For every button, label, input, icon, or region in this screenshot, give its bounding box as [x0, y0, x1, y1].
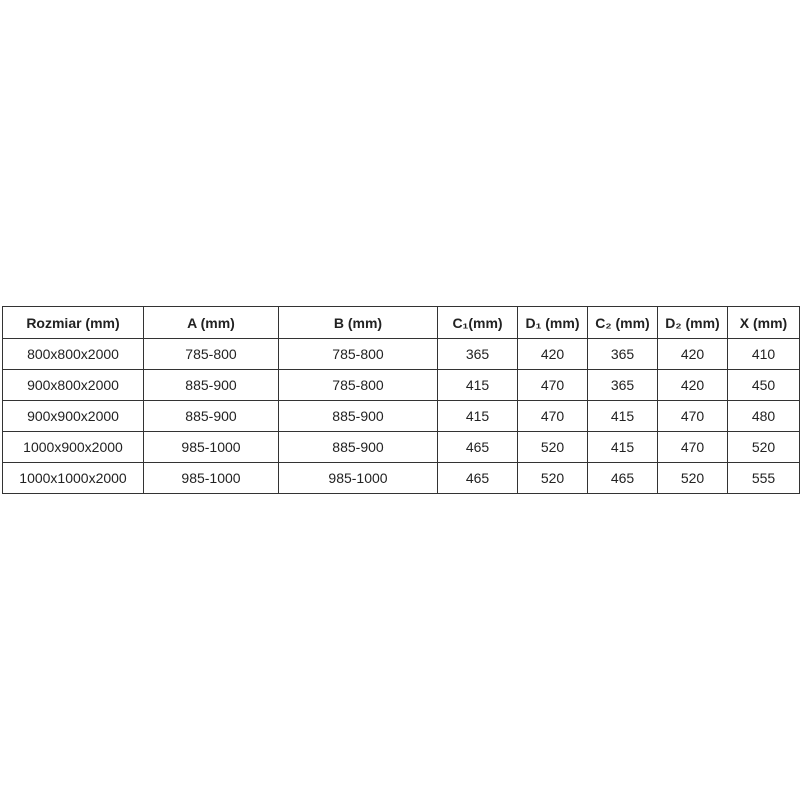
table-cell: 885-900 — [278, 431, 438, 463]
table-cell: 785-800 — [143, 338, 279, 370]
column-header: C₂ (mm) — [587, 306, 658, 339]
table-cell: 470 — [657, 431, 728, 463]
table-cell: 985-1000 — [278, 462, 438, 494]
table-cell: 520 — [517, 431, 588, 463]
table-row: 900x900x2000 885-900 885-900 415 470 415 470 48… — [2, 400, 800, 432]
table-cell: 985-1000 — [143, 462, 279, 494]
table-cell: 520 — [517, 462, 588, 494]
table-row: 800x800x2000 785-800 785-800 365 420 365 420 41… — [2, 338, 800, 370]
header-row: Rozmiar (mm) A (mm) B (mm) C₁(mm) D₁ (mm) C₂ … — [2, 306, 800, 339]
table-cell: 1000x1000x2000 — [2, 462, 144, 494]
table-cell: 470 — [517, 400, 588, 432]
table-cell: 415 — [587, 400, 658, 432]
column-header: C₁(mm) — [437, 306, 518, 339]
table-cell: 520 — [727, 431, 800, 463]
table-cell: 800x800x2000 — [2, 338, 144, 370]
table-cell: 465 — [587, 462, 658, 494]
table-cell: 415 — [437, 369, 518, 401]
table-cell: 415 — [587, 431, 658, 463]
table-cell: 985-1000 — [143, 431, 279, 463]
table-cell: 520 — [657, 462, 728, 494]
table-cell: 420 — [657, 369, 728, 401]
dimensions-table: Rozmiar (mm) A (mm) B (mm) C₁(mm) D₁ (mm) C₂ … — [2, 306, 800, 494]
table-cell: 410 — [727, 338, 800, 370]
table-cell: 900x900x2000 — [2, 400, 144, 432]
table-cell: 885-900 — [278, 400, 438, 432]
table-cell: 1000x900x2000 — [2, 431, 144, 463]
column-header: B (mm) — [278, 306, 438, 339]
column-header: A (mm) — [143, 306, 279, 339]
table-cell: 785-800 — [278, 369, 438, 401]
table-cell: 470 — [517, 369, 588, 401]
table-cell: 420 — [657, 338, 728, 370]
column-header: Rozmiar (mm) — [2, 306, 144, 339]
column-header: X (mm) — [727, 306, 800, 339]
table-row: 900x800x2000 885-900 785-800 415 470 365 420 45… — [2, 369, 800, 401]
table-row: 1000x1000x2000 985-1000 985-1000 465 520 465 5… — [2, 462, 800, 494]
table-row: 1000x900x2000 985-1000 885-900 465 520 415 470… — [2, 431, 800, 463]
table-cell: 900x800x2000 — [2, 369, 144, 401]
table-cell: 785-800 — [278, 338, 438, 370]
table-cell: 885-900 — [143, 369, 279, 401]
table-cell: 420 — [517, 338, 588, 370]
table-cell: 465 — [437, 431, 518, 463]
table-cell: 365 — [437, 338, 518, 370]
table-cell: 365 — [587, 369, 658, 401]
table-cell: 470 — [657, 400, 728, 432]
table-cell: 885-900 — [143, 400, 279, 432]
column-header: D₂ (mm) — [657, 306, 728, 339]
table-cell: 480 — [727, 400, 800, 432]
table-cell: 365 — [587, 338, 658, 370]
table-cell: 555 — [727, 462, 800, 494]
table-cell: 415 — [437, 400, 518, 432]
table-cell: 450 — [727, 369, 800, 401]
table-cell: 465 — [437, 462, 518, 494]
column-header: D₁ (mm) — [517, 306, 588, 339]
